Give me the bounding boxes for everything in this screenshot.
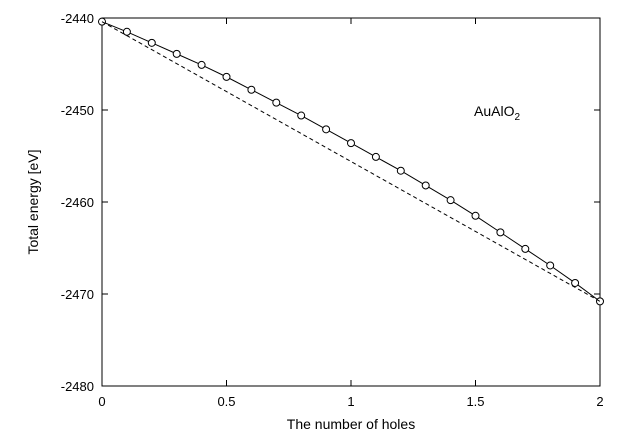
data-point [521,244,530,253]
x-tick-label: 1 [347,394,354,409]
compound-label-base: AuAlO [474,103,515,119]
data-point [396,166,405,175]
data-point [272,98,281,107]
data-point [222,72,231,81]
y-axis-label: Total energy [eV] [25,149,41,254]
data-point [122,27,131,36]
y-tick-label: -2460 [61,195,94,210]
data-point [147,38,156,47]
data-point [297,111,306,120]
data-point [247,85,256,94]
compound-label-subscript: 2 [514,112,520,123]
data-point [446,196,455,205]
data-point [197,60,206,69]
data-point [347,139,355,148]
x-tick-label: 1.5 [466,394,484,409]
y-tick-label: -2470 [61,287,94,302]
compound-label: AuAlO2 [474,103,520,123]
data-point [471,211,480,220]
data-point [546,261,555,270]
x-tick-label: 0 [98,394,105,409]
y-tick-label: -2480 [61,379,94,394]
series-line-dashed [101,21,601,302]
data-point [421,181,430,190]
axis-tick-labels: 0 0.5 1 1.5 2 -2440 -2450 -2460 -2470 -2480 [61,11,604,409]
data-point [571,278,580,287]
y-tick-label: -2450 [61,103,94,118]
data-point [496,228,505,237]
x-axis-label: The number of holes [287,416,415,432]
y-tick-label: -2440 [61,11,94,26]
data-point [172,49,181,58]
x-tick-label: 2 [596,394,603,409]
x-tick-label: 0.5 [217,394,235,409]
plot-frame [101,17,601,387]
series-layer [98,17,604,306]
axis-ticks [101,17,601,387]
data-point [596,297,604,306]
data-point [371,152,380,161]
data-point [322,125,331,134]
